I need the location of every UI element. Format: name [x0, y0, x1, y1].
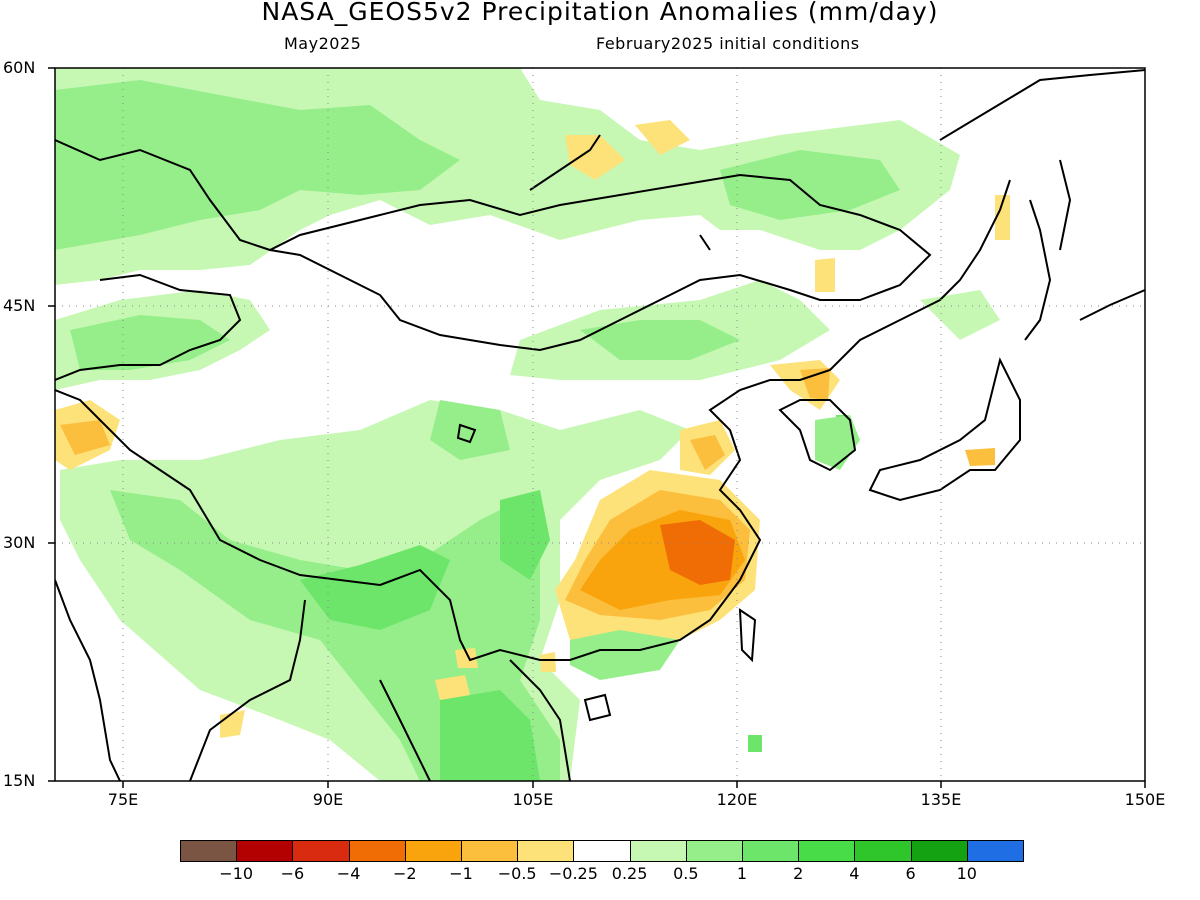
colorbar-swatch: [854, 840, 912, 862]
colorbar-label: 10: [956, 864, 977, 883]
lat-label-45n: 45N: [3, 296, 36, 315]
lon-label-135e: 135E: [920, 790, 962, 809]
lon-label-90e: 90E: [312, 790, 344, 809]
colorbar-label: −2: [393, 864, 417, 883]
lat-label-15n: 15N: [3, 771, 36, 790]
axis-ticks: [48, 67, 1146, 788]
colorbar-label: −0.5: [497, 864, 537, 883]
colorbar-swatch: [798, 840, 856, 862]
colorbar-label: −10: [219, 864, 254, 883]
map-frame: [54, 67, 1146, 782]
colorbar-swatch: [348, 840, 406, 862]
colorbar-label: 2: [793, 864, 804, 883]
lon-label-105e: 105E: [512, 790, 554, 809]
map-title: NASA_GEOS5v2 Precipitation Anomalies (mm…: [261, 0, 939, 26]
wet-anomaly-regions: [55, 68, 1000, 781]
coastline-borders: [55, 69, 1145, 781]
colorbar-swatch: [910, 840, 968, 862]
lat-label-30n: 30N: [3, 533, 36, 552]
colorbar-swatch: [461, 840, 519, 862]
colorbar-label: 1: [736, 864, 748, 883]
colorbar-label: −0.25: [548, 864, 598, 883]
colorbar-swatch: [180, 840, 238, 862]
colorbar-swatch: [404, 840, 462, 862]
colorbar-swatch: [966, 840, 1024, 862]
initial-conditions-label: February2025 initial conditions: [596, 34, 860, 53]
colorbar-swatch: [742, 840, 800, 862]
colorbar-label: −1: [449, 864, 473, 883]
colorbar-label: −4: [336, 864, 361, 883]
colorbar-label: 6: [905, 864, 916, 883]
colorbar-swatch: [236, 840, 294, 862]
colorbar-label: 0.25: [611, 864, 648, 883]
colorbar-swatch: [292, 840, 350, 862]
lon-label-75e: 75E: [107, 790, 139, 809]
colorbar-swatch: [685, 840, 743, 862]
colorbar-label: 0.5: [673, 864, 699, 883]
lat-label-60n: 60N: [3, 58, 36, 77]
forecast-month-label: May2025: [284, 34, 362, 53]
dry-anomaly-regions: [55, 120, 1010, 738]
lon-label-150e: 150E: [1124, 790, 1166, 809]
lon-label-120e: 120E: [716, 790, 758, 809]
anomaly-field: [55, 68, 1010, 781]
colorbar-label: −6: [280, 864, 305, 883]
colorbar-swatch: [517, 840, 575, 862]
colorbar-swatch: [573, 840, 631, 862]
colorbar-label: 4: [849, 864, 860, 883]
colorbar-swatch: [629, 840, 687, 862]
